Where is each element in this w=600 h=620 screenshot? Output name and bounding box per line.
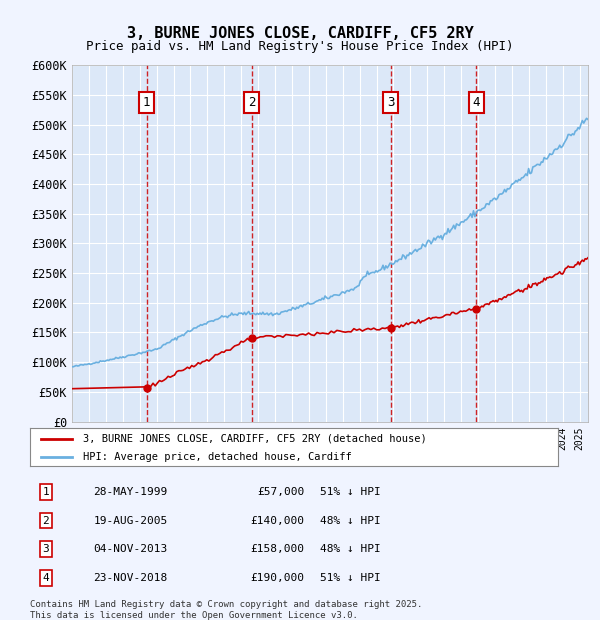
Text: 48% ↓ HPI: 48% ↓ HPI: [320, 544, 381, 554]
Text: Contains HM Land Registry data © Crown copyright and database right 2025.
This d: Contains HM Land Registry data © Crown c…: [30, 600, 422, 619]
Text: 1: 1: [43, 487, 49, 497]
Text: 19-AUG-2005: 19-AUG-2005: [94, 515, 167, 526]
Text: 4: 4: [472, 96, 480, 109]
Text: 28-MAY-1999: 28-MAY-1999: [94, 487, 167, 497]
Text: 2: 2: [43, 515, 49, 526]
Text: £57,000: £57,000: [257, 487, 305, 497]
Text: 51% ↓ HPI: 51% ↓ HPI: [320, 487, 381, 497]
Text: 4: 4: [43, 573, 49, 583]
Text: 3, BURNE JONES CLOSE, CARDIFF, CF5 2RY: 3, BURNE JONES CLOSE, CARDIFF, CF5 2RY: [127, 26, 473, 41]
Text: 04-NOV-2013: 04-NOV-2013: [94, 544, 167, 554]
Text: 1: 1: [143, 96, 151, 109]
Text: £190,000: £190,000: [251, 573, 305, 583]
Text: 23-NOV-2018: 23-NOV-2018: [94, 573, 167, 583]
Text: £158,000: £158,000: [251, 544, 305, 554]
Text: 51% ↓ HPI: 51% ↓ HPI: [320, 573, 381, 583]
Text: 48% ↓ HPI: 48% ↓ HPI: [320, 515, 381, 526]
Text: 3: 3: [43, 544, 49, 554]
Text: Price paid vs. HM Land Registry's House Price Index (HPI): Price paid vs. HM Land Registry's House …: [86, 40, 514, 53]
Text: 3: 3: [387, 96, 394, 109]
Text: 2: 2: [248, 96, 256, 109]
Text: HPI: Average price, detached house, Cardiff: HPI: Average price, detached house, Card…: [83, 451, 352, 462]
Text: £140,000: £140,000: [251, 515, 305, 526]
Text: 3, BURNE JONES CLOSE, CARDIFF, CF5 2RY (detached house): 3, BURNE JONES CLOSE, CARDIFF, CF5 2RY (…: [83, 433, 427, 443]
